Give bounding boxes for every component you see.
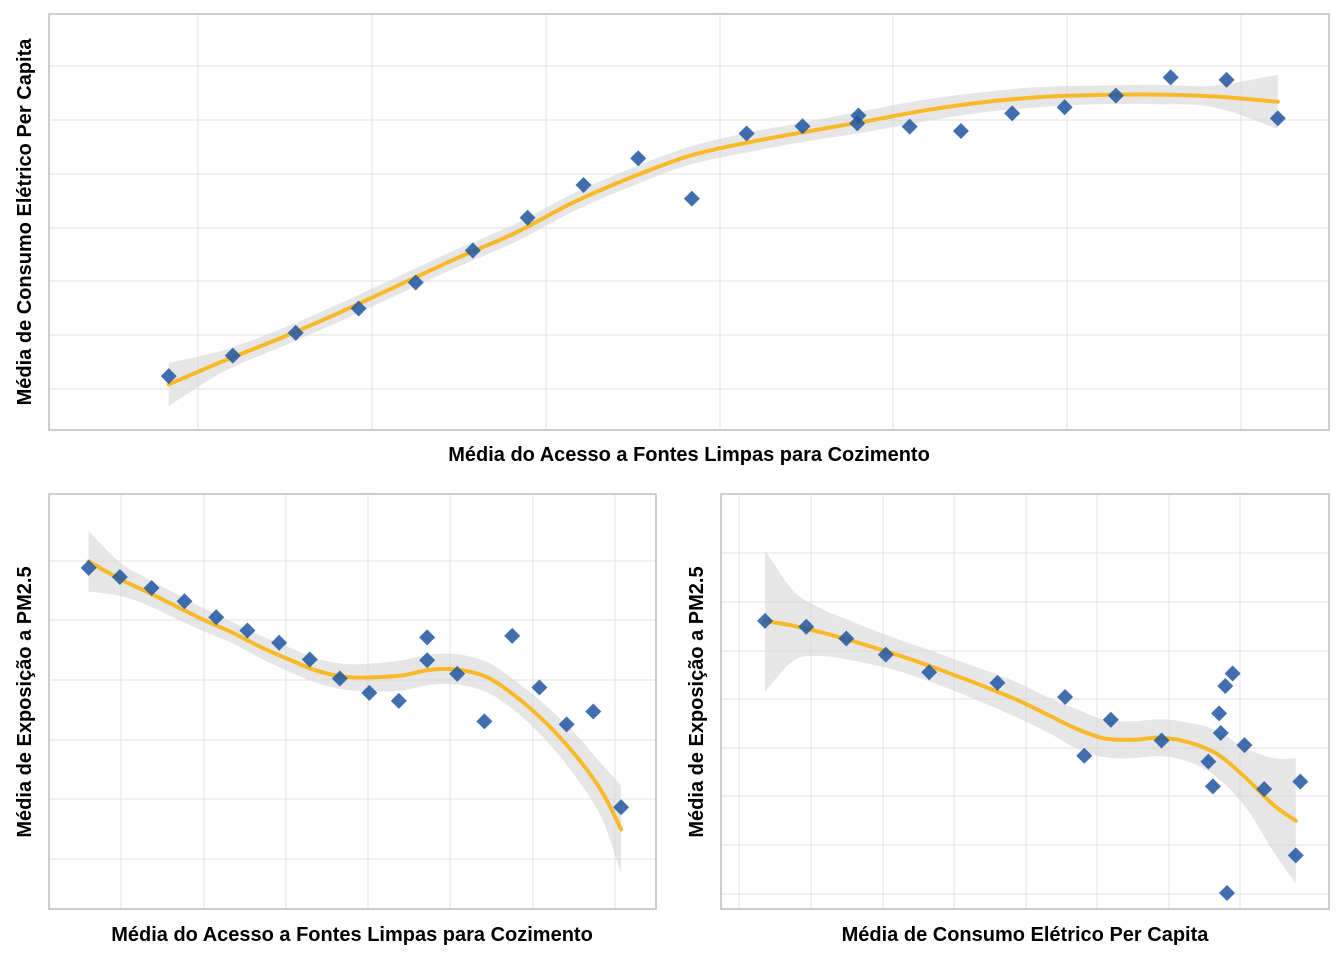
data-point-top <box>287 324 304 341</box>
data-point-bottom-left <box>504 627 521 644</box>
data-point-bottom-left <box>80 559 97 576</box>
points-bottom-right <box>757 612 1309 901</box>
plot-frame-bottom-left <box>48 493 657 910</box>
grid-bottom-left <box>49 494 656 909</box>
data-point-bottom-left <box>143 580 160 596</box>
data-point-bottom-left <box>111 568 128 585</box>
data-point-bottom-right <box>1256 781 1273 798</box>
data-point-bottom-right <box>1218 884 1235 901</box>
data-point-top <box>1162 69 1179 86</box>
panel-bottom-right: Média de Consumo Elétrico Per Capita Méd… <box>686 493 1330 946</box>
data-point-top <box>224 347 241 364</box>
panel-bottom-left: Média do Acesso a Fontes Limpas para Coz… <box>14 493 657 946</box>
plot-frame-top <box>48 13 1330 431</box>
panel-top: Média do Acesso a Fontes Limpas para Coz… <box>14 13 1330 466</box>
data-point-bottom-right <box>1211 705 1228 722</box>
confidence-band-bottom-left <box>88 531 622 873</box>
data-point-top <box>794 118 811 135</box>
data-point-bottom-right <box>1200 753 1217 770</box>
data-point-bottom-left <box>476 713 493 730</box>
data-point-bottom-right <box>1212 725 1229 742</box>
trend-line-bottom-right <box>763 618 1298 823</box>
grid-bottom-right <box>721 494 1329 909</box>
data-point-top <box>630 150 647 167</box>
data-point-bottom-right <box>989 674 1006 691</box>
y-axis-title-bottom-right: Média de Exposição a PM2.5 <box>686 566 708 837</box>
data-point-bottom-right <box>757 612 774 629</box>
data-point-top <box>901 118 918 135</box>
data-point-bottom-right <box>1076 747 1093 764</box>
trend-line-top <box>166 92 1280 387</box>
x-axis-title-top: Média do Acesso a Fontes Limpas para Coz… <box>448 444 930 466</box>
data-point-bottom-right <box>1102 711 1119 728</box>
x-axis-title-bottom-right: Média de Consumo Elétrico Per Capita <box>842 924 1210 946</box>
data-point-bottom-left <box>419 629 436 646</box>
data-point-top <box>1004 105 1021 122</box>
data-point-bottom-left <box>449 665 466 682</box>
data-point-bottom-right <box>838 630 855 647</box>
data-point-bottom-left <box>419 652 436 669</box>
plot-frame-bottom-right <box>720 493 1330 910</box>
data-point-top <box>952 122 969 139</box>
data-point-top <box>1269 110 1286 127</box>
grid-top <box>49 14 1329 430</box>
data-point-bottom-right <box>1287 847 1304 864</box>
data-point-bottom-left <box>331 670 348 687</box>
data-point-bottom-left <box>208 609 225 626</box>
confidence-band-bottom-right <box>765 550 1296 884</box>
y-axis-title-bottom-left: Média de Exposição a PM2.5 <box>14 566 36 837</box>
data-point-top <box>1218 71 1235 88</box>
data-point-bottom-right <box>1217 677 1234 694</box>
data-point-bottom-right <box>1224 665 1241 682</box>
x-axis-title-bottom-left: Média do Acesso a Fontes Limpas para Coz… <box>111 924 593 946</box>
data-point-bottom-left <box>271 634 288 651</box>
data-point-bottom-right <box>921 664 938 681</box>
data-point-top <box>519 209 536 226</box>
data-point-top <box>1107 87 1124 104</box>
data-point-top <box>575 176 592 193</box>
data-point-bottom-left <box>390 692 407 709</box>
data-point-top <box>738 125 755 142</box>
data-point-bottom-right <box>1204 778 1221 795</box>
data-point-top <box>850 107 867 124</box>
data-point-top <box>350 300 367 317</box>
data-point-bottom-left <box>585 703 602 720</box>
data-point-bottom-left <box>301 651 318 668</box>
data-point-bottom-left <box>361 684 378 701</box>
data-point-bottom-right <box>1236 737 1253 754</box>
points-bottom-left <box>80 559 630 816</box>
trend-line-bottom-left <box>86 559 624 832</box>
data-point-bottom-left <box>176 593 193 610</box>
y-axis-title-top: Média de Consumo Elétrico Per Capita <box>14 38 36 406</box>
data-point-bottom-left <box>239 622 256 639</box>
data-point-bottom-left <box>558 716 575 733</box>
data-point-top <box>1056 99 1073 116</box>
data-point-bottom-right <box>1057 688 1074 705</box>
data-point-top <box>160 368 177 385</box>
points-top <box>160 69 1286 385</box>
confidence-band-top <box>168 74 1278 407</box>
data-point-top <box>464 242 481 259</box>
data-point-bottom-left <box>613 799 630 816</box>
data-point-bottom-right <box>1153 732 1170 749</box>
data-point-bottom-right <box>877 646 894 663</box>
data-point-top <box>683 190 700 207</box>
data-point-bottom-left <box>531 679 548 696</box>
data-point-bottom-right <box>798 618 815 635</box>
data-point-bottom-right <box>1292 773 1309 790</box>
data-point-top <box>407 274 424 291</box>
